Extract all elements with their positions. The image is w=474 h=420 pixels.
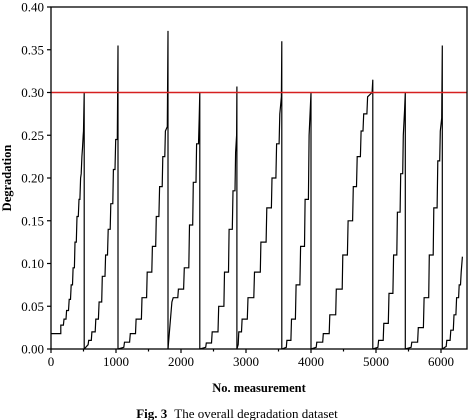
y-tick-label: 0.40 bbox=[21, 0, 44, 15]
figure-caption-label: Fig. 3 bbox=[136, 406, 168, 420]
figure-caption-text: The overall degradation dataset bbox=[174, 406, 338, 420]
x-tick-label: 1000 bbox=[103, 354, 129, 369]
y-tick-label: 0.20 bbox=[21, 171, 44, 186]
y-tick-label: 0.05 bbox=[21, 299, 44, 314]
y-axis-ticks: 0.00 0.05 0.10 0.15 0.20 0.25 0.30 0.35 0.40 bbox=[21, 0, 51, 357]
y-tick-label: 0.10 bbox=[21, 256, 44, 271]
degradation-path-1 bbox=[51, 92, 85, 349]
figure-caption: Fig. 3 The overall degradation dataset bbox=[136, 406, 338, 420]
x-tick-label: 2000 bbox=[168, 354, 194, 369]
degradation-path-8 bbox=[310, 79, 374, 350]
degradation-path-3 bbox=[117, 30, 169, 350]
x-axis-ticks: 0 1000 2000 3000 4000 5000 6000 bbox=[48, 349, 454, 369]
x-tick-label: 3000 bbox=[233, 354, 259, 369]
degradation-path-9 bbox=[372, 92, 406, 350]
degradation-path-5 bbox=[199, 86, 238, 350]
y-tick-label: 0.15 bbox=[21, 213, 44, 228]
degradation-path-11 bbox=[441, 256, 463, 350]
y-tick-label: 0.35 bbox=[21, 42, 44, 57]
y-tick-label: 0.00 bbox=[21, 342, 44, 357]
y-axis-title: Degradation bbox=[0, 145, 14, 212]
degradation-path-4 bbox=[167, 92, 201, 350]
x-tick-label: 0 bbox=[48, 354, 55, 369]
x-tick-label: 5000 bbox=[363, 354, 389, 369]
degradation-path-10 bbox=[405, 45, 443, 350]
y-tick-label: 0.25 bbox=[21, 128, 44, 143]
degradation-path-7 bbox=[281, 92, 312, 350]
degradation-path-6 bbox=[236, 41, 283, 350]
degradation-series-group bbox=[51, 30, 463, 350]
y-tick-label: 0.30 bbox=[21, 85, 44, 100]
x-tick-label: 6000 bbox=[428, 354, 454, 369]
x-tick-label: 4000 bbox=[298, 354, 324, 369]
x-axis-title: No. measurement bbox=[212, 381, 306, 395]
degradation-path-2 bbox=[83, 45, 119, 350]
